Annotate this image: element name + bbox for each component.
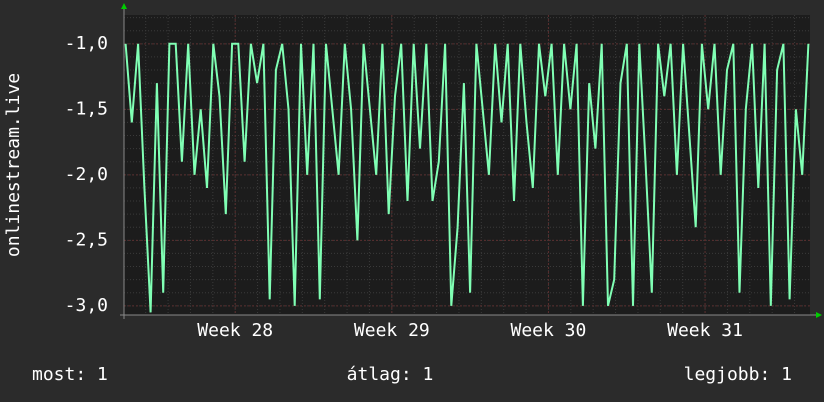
y-tick-label: -1,5 <box>65 98 108 119</box>
y-tick-label: -1,0 <box>65 33 108 54</box>
x-tick-label: Week 29 <box>354 320 430 341</box>
stat-now: most: 1 <box>32 364 108 385</box>
axis-arrow <box>816 312 822 318</box>
stat-avg: átlag: 1 <box>347 364 434 385</box>
y-tick-label: -2,5 <box>65 229 108 250</box>
stat-best: legjobb: 1 <box>684 364 792 385</box>
x-tick-label: Week 31 <box>667 320 743 341</box>
series-line <box>124 42 810 313</box>
y-axis-label: onlinestream.live <box>3 73 24 257</box>
axis-arrow <box>121 3 127 9</box>
x-tick-label: Week 28 <box>197 320 273 341</box>
x-tick-label: Week 30 <box>511 320 587 341</box>
y-tick-label: -3,0 <box>65 295 108 316</box>
y-tick-label: -2,0 <box>65 164 108 185</box>
